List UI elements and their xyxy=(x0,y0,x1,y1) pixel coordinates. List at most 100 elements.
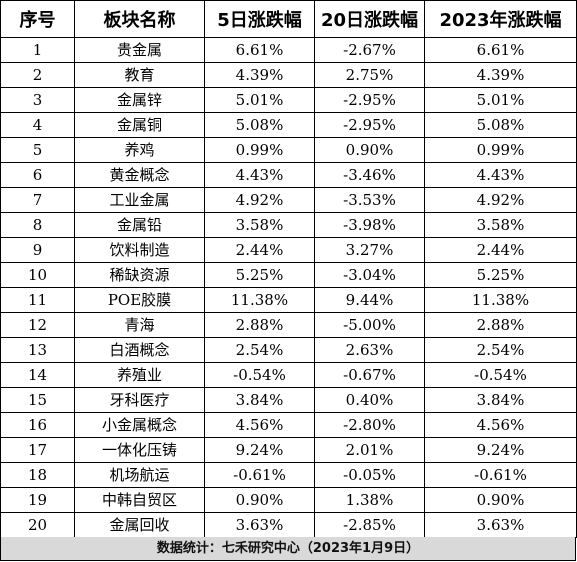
20day-change-cell: 3.27% xyxy=(314,237,425,263)
row-index-cell: 8 xyxy=(0,212,75,238)
table-row: 7 工业金属 4.92% -3.53% 4.92% xyxy=(0,187,577,213)
row-index-cell: 16 xyxy=(0,412,75,438)
table-row: 6 黄金概念 4.43% -3.46% 4.43% xyxy=(0,162,577,188)
20day-change-cell: 2.63% xyxy=(314,337,425,363)
row-index-cell: 12 xyxy=(0,312,75,338)
sector-name-cell: 金属铅 xyxy=(74,212,205,238)
table-row: 4 金属铜 5.08% -2.95% 5.08% xyxy=(0,112,577,138)
table-row: 13 白酒概念 2.54% 2.63% 2.54% xyxy=(0,337,577,363)
2023-change-cell: 2.44% xyxy=(424,237,577,263)
table-body: 1 贵金属 6.61% -2.67% 6.61% 2 教育 4.39% 2.75% 4.39% 3 金… xyxy=(0,37,577,538)
20day-change-cell: 2.75% xyxy=(314,62,425,88)
table-row: 11 POE胶膜 11.38% 9.44% 11.38% xyxy=(0,287,577,313)
5day-change-cell: 6.61% xyxy=(204,37,315,63)
sector-name-cell: 教育 xyxy=(74,62,205,88)
20day-change-cell: -2.95% xyxy=(314,112,425,138)
sector-name-cell: POE胶膜 xyxy=(74,287,205,313)
20day-change-cell: -5.00% xyxy=(314,312,425,338)
5day-change-cell: 2.88% xyxy=(204,312,315,338)
table-row: 10 稀缺资源 5.25% -3.04% 5.25% xyxy=(0,262,577,288)
20day-change-cell: -2.85% xyxy=(314,512,425,538)
20day-change-cell: -3.98% xyxy=(314,212,425,238)
5day-change-cell: 4.92% xyxy=(204,187,315,213)
5day-change-cell: 3.63% xyxy=(204,512,315,538)
5day-change-cell: 5.08% xyxy=(204,112,315,138)
2023-change-cell: 2.54% xyxy=(424,337,577,363)
table-row: 17 一体化压铸 9.24% 2.01% 9.24% xyxy=(0,437,577,463)
sector-name-cell: 牙科医疗 xyxy=(74,387,205,413)
row-index-cell: 15 xyxy=(0,387,75,413)
5day-change-cell: 5.25% xyxy=(204,262,315,288)
header-row: 序号 板块名称 5日涨跌幅 20日涨跌幅 2023年涨跌幅 xyxy=(0,0,577,38)
5day-change-cell: -0.61% xyxy=(204,462,315,488)
sector-name-cell: 一体化压铸 xyxy=(74,437,205,463)
2023-change-cell: 4.43% xyxy=(424,162,577,188)
table-row: 12 青海 2.88% -5.00% 2.88% xyxy=(0,312,577,338)
row-index-cell: 20 xyxy=(0,512,75,538)
table-row: 14 养殖业 -0.54% -0.67% -0.54% xyxy=(0,362,577,388)
sector-name-cell: 黄金概念 xyxy=(74,162,205,188)
5day-change-cell: 0.99% xyxy=(204,137,315,163)
2023-change-cell: 3.58% xyxy=(424,212,577,238)
2023-change-cell: -0.54% xyxy=(424,362,577,388)
table-row: 2 教育 4.39% 2.75% 4.39% xyxy=(0,62,577,88)
5day-change-cell: 11.38% xyxy=(204,287,315,313)
sector-name-cell: 饮料制造 xyxy=(74,237,205,263)
header-5day-change: 5日涨跌幅 xyxy=(204,0,315,38)
table-row: 1 贵金属 6.61% -2.67% 6.61% xyxy=(0,37,577,63)
row-index-cell: 17 xyxy=(0,437,75,463)
table-row: 20 金属回收 3.63% -2.85% 3.63% xyxy=(0,512,577,538)
row-index-cell: 11 xyxy=(0,287,75,313)
2023-change-cell: -0.61% xyxy=(424,462,577,488)
2023-change-cell: 5.08% xyxy=(424,112,577,138)
2023-change-cell: 0.99% xyxy=(424,137,577,163)
row-index-cell: 5 xyxy=(0,137,75,163)
sector-performance-table: 序号 板块名称 5日涨跌幅 20日涨跌幅 2023年涨跌幅 1 贵金属 6.61% -… xyxy=(0,0,577,538)
row-index-cell: 2 xyxy=(0,62,75,88)
5day-change-cell: 2.44% xyxy=(204,237,315,263)
row-index-cell: 14 xyxy=(0,362,75,388)
20day-change-cell: -3.46% xyxy=(314,162,425,188)
sector-name-cell: 养殖业 xyxy=(74,362,205,388)
20day-change-cell: -2.67% xyxy=(314,37,425,63)
sector-name-cell: 贵金属 xyxy=(74,37,205,63)
row-index-cell: 10 xyxy=(0,262,75,288)
row-index-cell: 9 xyxy=(0,237,75,263)
5day-change-cell: -0.54% xyxy=(204,362,315,388)
5day-change-cell: 5.01% xyxy=(204,87,315,113)
5day-change-cell: 3.58% xyxy=(204,212,315,238)
20day-change-cell: -3.04% xyxy=(314,262,425,288)
5day-change-cell: 0.90% xyxy=(204,487,315,513)
20day-change-cell: 9.44% xyxy=(314,287,425,313)
2023-change-cell: 4.92% xyxy=(424,187,577,213)
table-row: 3 金属锌 5.01% -2.95% 5.01% xyxy=(0,87,577,113)
data-source-footer: 数据统计：七禾研究中心（2023年1月9日） xyxy=(0,537,576,561)
5day-change-cell: 4.56% xyxy=(204,412,315,438)
sector-name-cell: 稀缺资源 xyxy=(74,262,205,288)
5day-change-cell: 4.39% xyxy=(204,62,315,88)
sector-name-cell: 小金属概念 xyxy=(74,412,205,438)
header-sector-name: 板块名称 xyxy=(74,0,205,38)
sector-name-cell: 金属锌 xyxy=(74,87,205,113)
row-index-cell: 19 xyxy=(0,487,75,513)
row-index-cell: 3 xyxy=(0,87,75,113)
5day-change-cell: 2.54% xyxy=(204,337,315,363)
sector-name-cell: 青海 xyxy=(74,312,205,338)
20day-change-cell: -0.05% xyxy=(314,462,425,488)
2023-change-cell: 3.63% xyxy=(424,512,577,538)
2023-change-cell: 5.01% xyxy=(424,87,577,113)
20day-change-cell: 0.40% xyxy=(314,387,425,413)
row-index-cell: 7 xyxy=(0,187,75,213)
row-index-cell: 13 xyxy=(0,337,75,363)
table-row: 16 小金属概念 4.56% -2.80% 4.56% xyxy=(0,412,577,438)
2023-change-cell: 3.84% xyxy=(424,387,577,413)
header-20day-change: 20日涨跌幅 xyxy=(314,0,425,38)
5day-change-cell: 3.84% xyxy=(204,387,315,413)
2023-change-cell: 11.38% xyxy=(424,287,577,313)
2023-change-cell: 5.25% xyxy=(424,262,577,288)
sector-name-cell: 金属回收 xyxy=(74,512,205,538)
table-row: 18 机场航运 -0.61% -0.05% -0.61% xyxy=(0,462,577,488)
20day-change-cell: 0.90% xyxy=(314,137,425,163)
2023-change-cell: 0.90% xyxy=(424,487,577,513)
sector-name-cell: 养鸡 xyxy=(74,137,205,163)
